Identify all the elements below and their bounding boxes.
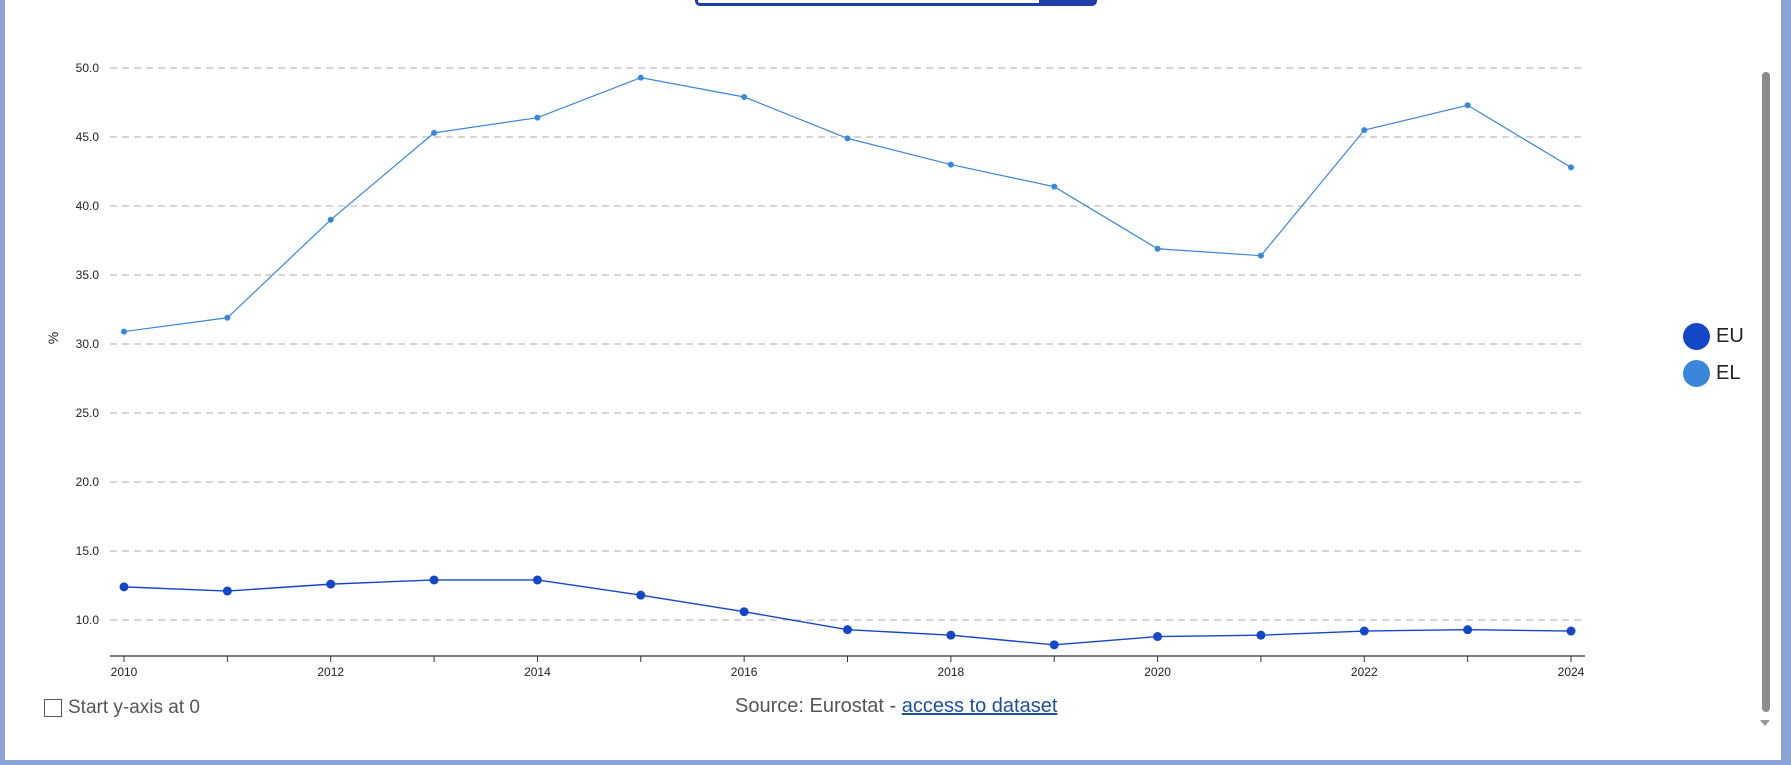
x-tick-label: 2018	[938, 665, 965, 679]
data-point-el[interactable]	[121, 328, 127, 335]
data-point-el[interactable]	[1154, 245, 1161, 252]
data-point-eu[interactable]	[222, 586, 232, 596]
start-y-axis-checkbox[interactable]: Start y-axis at 0	[44, 697, 200, 719]
window-frame-right	[1781, 0, 1791, 765]
data-point-eu[interactable]	[1359, 626, 1369, 636]
data-point-eu[interactable]	[1256, 630, 1266, 640]
series-line-eu	[123, 579, 1572, 646]
x-tick-label: 2016	[731, 665, 758, 679]
data-point-el[interactable]	[1257, 252, 1264, 259]
data-point-eu[interactable]	[843, 625, 852, 635]
data-point-eu[interactable]	[326, 579, 336, 589]
data-point-eu[interactable]	[739, 607, 749, 617]
x-tick-label: 2014	[524, 665, 551, 679]
x-tick-label: 2010	[111, 665, 138, 679]
data-point-el[interactable]	[947, 161, 954, 168]
y-axis-label: %	[45, 332, 61, 344]
vertical-scrollbar[interactable]	[1762, 72, 1770, 712]
y-tick-label: 50.0	[76, 61, 100, 75]
x-tick-label: 2024	[1558, 665, 1585, 679]
legend-item-el[interactable]: EL	[1683, 355, 1773, 392]
checkbox-icon[interactable]	[44, 699, 62, 717]
y-tick-label: 35.0	[76, 268, 100, 282]
legend-label-el: EL	[1716, 362, 1741, 384]
x-tick-label: 2020	[1144, 665, 1171, 679]
source-note: Source: Eurostat - access to dataset	[735, 695, 1057, 718]
data-point-eu[interactable]	[532, 575, 542, 585]
data-point-eu[interactable]	[1153, 632, 1163, 642]
grid-lines	[110, 67, 1585, 621]
data-point-el[interactable]	[534, 114, 541, 121]
data-point-eu[interactable]	[1463, 625, 1473, 635]
y-tick-label: 20.0	[76, 475, 100, 489]
legend-item-eu[interactable]: EU	[1683, 318, 1773, 355]
dataset-selector-button[interactable]	[1039, 0, 1094, 3]
data-point-eu[interactable]	[119, 582, 129, 592]
data-point-el[interactable]	[1051, 183, 1058, 190]
legend-label-eu: EU	[1716, 325, 1744, 347]
x-tick-label: 2022	[1351, 665, 1378, 679]
dataset-selector[interactable]	[695, 0, 1097, 6]
dataset-link[interactable]: access to dataset	[901, 695, 1058, 717]
scroll-down-arrow-icon[interactable]	[1760, 720, 1770, 726]
window-frame-bottom	[0, 760, 1791, 765]
data-point-el[interactable]	[1464, 102, 1471, 109]
data-point-eu[interactable]	[1049, 640, 1059, 650]
data-point-el[interactable]	[637, 74, 644, 81]
y-tick-label: 25.0	[76, 406, 100, 420]
data-point-eu[interactable]	[636, 590, 646, 600]
legend-swatch-eu	[1683, 323, 1710, 350]
legend-swatch-el	[1683, 360, 1710, 387]
start-y-axis-label: Start y-axis at 0	[68, 697, 200, 718]
chart-legend: EU EL	[1683, 318, 1773, 392]
axes: 10.0 15.0 20.0 25.0 30.0 35.0 40.0 45.0 50.0 2010…	[76, 61, 1585, 679]
y-tick-label: 15.0	[76, 544, 100, 558]
y-tick-label: 45.0	[76, 130, 100, 144]
source-prefix: Source: Eurostat -	[735, 695, 902, 717]
data-point-eu[interactable]	[946, 630, 956, 640]
data-point-el[interactable]	[1568, 164, 1574, 171]
y-tick-label: 10.0	[76, 613, 100, 627]
y-tick-label: 40.0	[76, 199, 100, 213]
data-point-el[interactable]	[327, 216, 334, 223]
x-tick-label: 2012	[317, 665, 344, 679]
data-point-eu[interactable]	[429, 575, 439, 585]
data-point-el[interactable]	[741, 93, 748, 100]
data-point-el[interactable]	[1361, 127, 1368, 134]
y-tick-label: 30.0	[76, 337, 100, 351]
window-frame-left	[0, 0, 5, 765]
series-line-el	[123, 77, 1572, 333]
data-point-el[interactable]	[431, 129, 438, 136]
data-point-el[interactable]	[224, 314, 231, 321]
data-point-el[interactable]	[844, 135, 851, 142]
series-group	[119, 74, 1576, 650]
data-point-eu[interactable]	[1566, 626, 1576, 636]
